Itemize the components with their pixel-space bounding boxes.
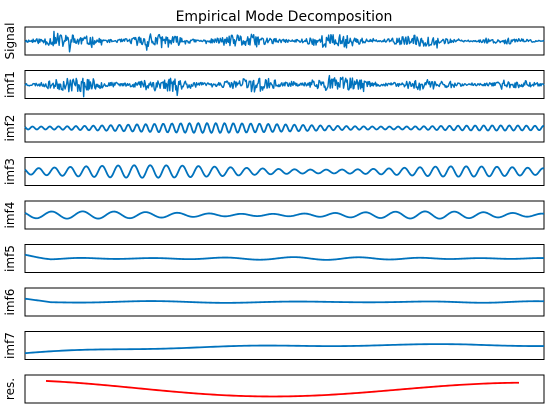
panel-label-imf1: imf1	[3, 71, 17, 98]
panel-imf6: imf6	[3, 287, 545, 317]
panel-label-res: res.	[3, 378, 17, 400]
series-line-imf1	[24, 74, 545, 98]
panel-label-signal: Signal	[3, 23, 17, 60]
panel-imf1: imf1	[3, 70, 545, 99]
panel-imf5: imf5	[3, 244, 545, 273]
series-line-imf6	[24, 297, 545, 304]
panel-label-imf6: imf6	[3, 289, 17, 316]
panel-label-imf2: imf2	[3, 115, 17, 142]
panel-frame	[24, 200, 545, 230]
panel-label-imf3: imf3	[3, 158, 17, 185]
panel-signal: Signal	[3, 23, 545, 60]
series-line-signal	[24, 30, 545, 53]
panel-imf4: imf4	[3, 200, 545, 230]
series-line-imf2	[24, 122, 545, 134]
panels-group: Signal imf1 imf2 imf3 imf4 imf5 imf6 imf7 res.	[3, 23, 545, 404]
panel-res: res.	[3, 374, 545, 404]
panel-frame	[24, 157, 545, 186]
panel-frame	[24, 374, 545, 404]
panel-frame	[24, 113, 545, 143]
series-line-imf7	[24, 343, 545, 355]
series-line-imf4	[24, 210, 545, 220]
series-line-imf3	[24, 164, 545, 179]
panel-imf3: imf3	[3, 157, 545, 186]
panel-label-imf7: imf7	[3, 332, 17, 359]
series-line-imf5	[24, 253, 545, 261]
panel-label-imf4: imf4	[3, 202, 17, 229]
panel-label-imf5: imf5	[3, 245, 17, 272]
panel-imf2: imf2	[3, 113, 545, 143]
panel-imf7: imf7	[3, 331, 545, 360]
series-line-res	[45, 380, 520, 398]
chart-title: Empirical Mode Decomposition	[176, 9, 393, 25]
